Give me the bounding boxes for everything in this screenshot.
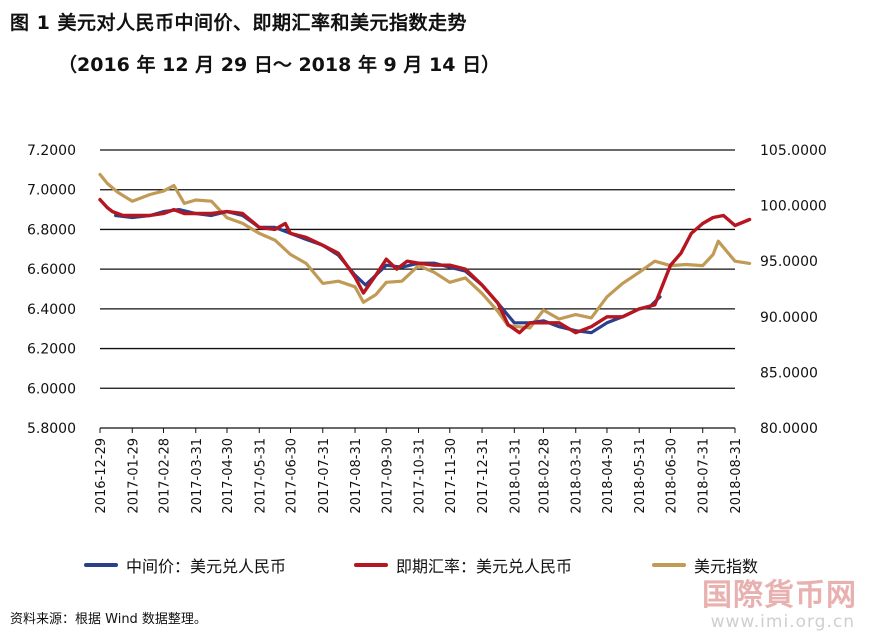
x-tick-label: 2017-08-31 [349, 438, 364, 514]
left-tick-label: 5.8000 [27, 421, 76, 437]
legend-swatch-midpoint [84, 563, 118, 567]
x-tick-label: 2017-04-30 [221, 438, 236, 514]
right-tick-label: 80.0000 [760, 421, 818, 437]
x-tick-label: 2017-03-31 [190, 438, 205, 514]
x-tick-label: 2018-02-28 [537, 438, 552, 514]
left-tick-label: 7.0000 [27, 183, 76, 199]
right-tick-label: 105.0000 [760, 143, 827, 159]
x-tick-label: 2017-09-30 [380, 438, 395, 514]
legend-item-spot: 即期汇率：美元兑人民币 [354, 553, 572, 577]
legend-label-midpoint: 中间价：美元兑人民币 [126, 557, 287, 576]
left-tick-label: 6.4000 [27, 302, 76, 318]
left-tick-label: 6.6000 [27, 262, 76, 278]
left-tick-label: 6.8000 [27, 222, 76, 238]
x-tick-label: 2016-12-29 [94, 438, 109, 514]
legend-item-dxy: 美元指数 [652, 553, 758, 577]
x-tick-label: 2017-02-28 [158, 438, 173, 514]
legend-swatch-dxy [652, 563, 686, 567]
x-tick-label: 2018-06-30 [664, 438, 679, 514]
series-line-spot [98, 197, 752, 335]
x-tick-label: 2017-07-31 [317, 438, 332, 514]
source-note: 资料来源：根据 Wind 数据整理。 [10, 612, 207, 627]
x-tick-label: 2017-12-31 [476, 438, 491, 514]
right-tick-label: 90.0000 [760, 310, 818, 326]
right-tick-label: 95.0000 [760, 254, 818, 270]
x-tick-label: 2017-05-31 [253, 438, 268, 514]
right-tick-label: 85.0000 [760, 365, 818, 381]
left-tick-label: 7.2000 [27, 143, 76, 159]
x-tick-label: 2017-10-31 [413, 438, 428, 514]
legend-item-midpoint: 中间价：美元兑人民币 [84, 553, 286, 577]
x-tick-label: 2018-08-31 [729, 438, 744, 514]
chart-title: 图 1 美元对人民币中间价、即期汇率和美元指数走势 [10, 12, 467, 34]
x-tick-label: 2017-11-30 [444, 438, 459, 514]
x-tick-label: 2018-01-31 [508, 438, 523, 514]
legend-swatch-spot [354, 563, 388, 567]
x-tick-label: 2018-03-31 [570, 438, 585, 514]
left-tick-label: 6.2000 [27, 342, 76, 358]
x-tick-label: 2018-04-30 [601, 438, 616, 514]
series-line-dxy [98, 172, 752, 330]
x-tick-label: 2018-07-31 [697, 438, 712, 514]
chart-subtitle: （2016 年 12 月 29 日～ 2018 年 9 月 14 日） [58, 54, 501, 76]
x-tick-label: 2017-01-29 [126, 438, 141, 514]
x-tick-label: 2018-05-31 [633, 438, 648, 514]
legend-label-spot: 即期汇率：美元兑人民币 [396, 557, 573, 576]
right-tick-label: 100.0000 [760, 199, 827, 215]
watermark-url: www.imi.org.cn [710, 612, 855, 632]
watermark: 国際貨币网 www.imi.org.cn [690, 568, 865, 638]
left-tick-label: 6.0000 [27, 381, 76, 397]
series-line-midpoint [114, 208, 662, 335]
x-tick-label: 2017-06-30 [285, 438, 300, 514]
watermark-logo: 国際貨币网 [702, 578, 857, 613]
legend-label-dxy: 美元指数 [694, 557, 759, 576]
